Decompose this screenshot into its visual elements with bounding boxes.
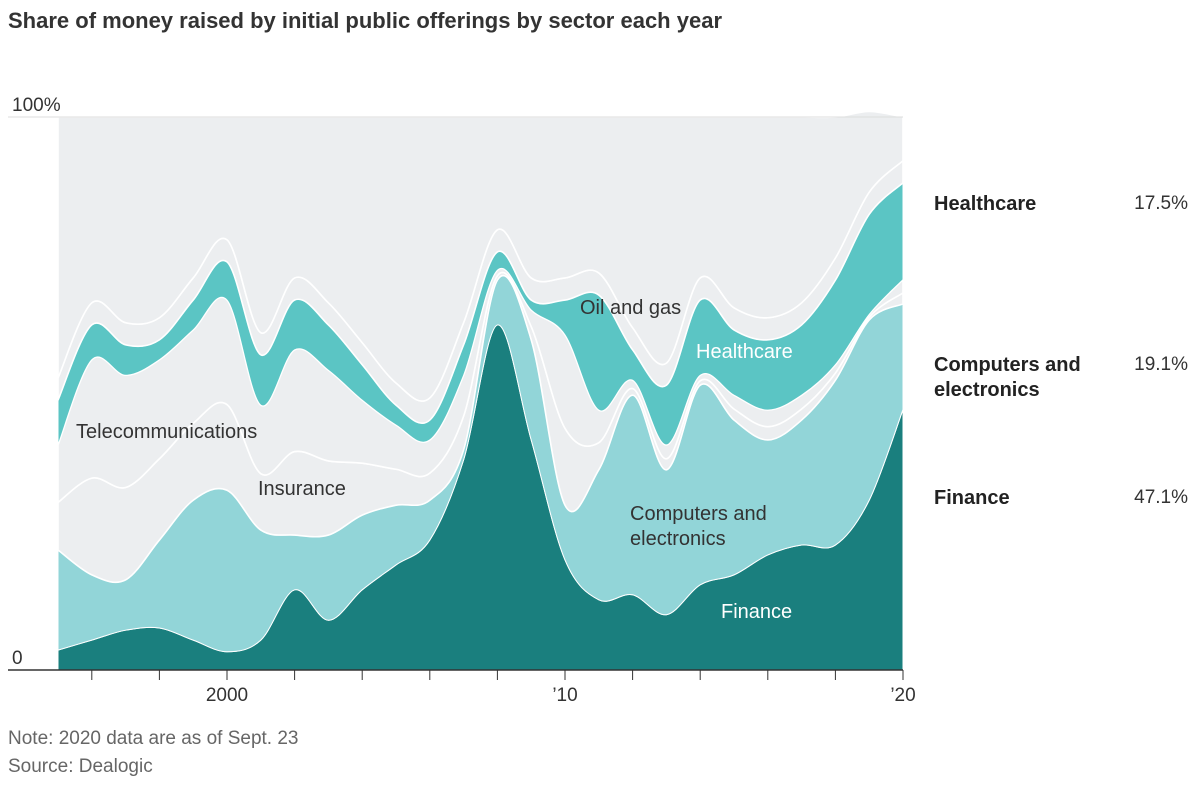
legend-label: Computers and electronics (934, 354, 1081, 401)
area-label: Telecommunications (76, 421, 258, 443)
x-tick-label: 2000 (206, 685, 248, 706)
area-label: Oil and gas (580, 297, 682, 319)
value-label: 17.5% (1134, 193, 1188, 214)
source: Source: Dealogic (8, 756, 153, 777)
value-label: 19.1% (1134, 354, 1188, 375)
legend-label: Healthcare (934, 193, 1037, 215)
note: Note: 2020 data are as of Sept. 23 (8, 728, 299, 749)
chart-title: Share of money raised by initial public … (8, 8, 723, 33)
legend-label: Finance (934, 487, 1010, 509)
value-label: 47.1% (1134, 487, 1188, 508)
area-label: Insurance (258, 478, 346, 500)
y-tick-label: 0 (12, 648, 23, 669)
x-tick-label: ’10 (552, 685, 577, 706)
y-tick-label: 100% (12, 95, 61, 116)
area-label: Finance (721, 601, 793, 623)
area-label: Computers and electronics (630, 503, 767, 550)
area-label: Healthcare (696, 341, 793, 363)
x-tick-label: ’20 (890, 685, 915, 706)
